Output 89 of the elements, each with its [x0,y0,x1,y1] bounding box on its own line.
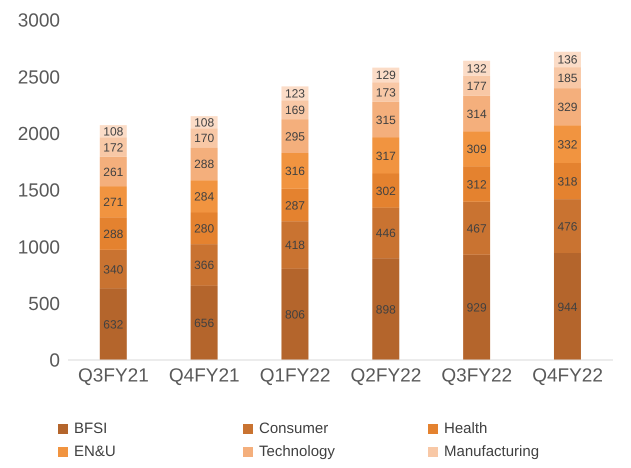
x-tick-label: Q3FY21 [78,365,149,386]
legend-label: EN&U [74,443,116,460]
data-label: 284 [194,190,214,204]
bar [100,288,127,360]
x-tick-label: Q3FY22 [441,365,512,386]
data-label: 317 [376,148,396,163]
data-label: 476 [557,219,578,234]
bar [463,202,490,255]
data-label: 123 [284,86,306,101]
data-label: 170 [194,131,214,146]
bar [281,268,308,360]
bar [463,166,490,202]
y-tick-label: 500 [28,294,60,316]
legend-label: Technology [259,443,335,460]
bar [372,208,400,258]
data-label: 129 [376,68,396,82]
data-label: 312 [466,177,487,192]
bar [554,88,581,126]
data-label: 287 [284,198,306,212]
data-label: 318 [557,174,578,188]
bar [372,173,400,208]
data-label: 108 [103,124,124,139]
data-label: 332 [557,137,578,152]
bar [190,244,218,286]
y-tick-label: 0 [49,350,60,372]
data-label: 656 [194,316,214,330]
data-label: 288 [103,226,124,241]
data-label: 177 [466,79,487,94]
bar [554,163,581,200]
data-label: 185 [557,70,578,85]
data-label: 309 [466,142,487,156]
bar [372,138,400,174]
data-label: 898 [376,302,396,316]
data-label: 136 [557,52,578,67]
data-label: 302 [376,184,396,198]
bar [190,148,218,180]
data-label: 173 [376,85,396,100]
data-label: 295 [284,129,306,144]
bar [190,286,218,360]
bar [100,186,127,218]
bar [100,156,127,186]
y-tick-label: 2500 [18,67,60,88]
bar [100,250,127,288]
data-label: 944 [557,300,578,314]
x-tick-label: Q4FY22 [532,365,603,386]
bar [554,199,581,254]
bar [372,258,400,360]
bar [281,152,308,189]
y-tick-label: 1500 [18,180,60,202]
bar [463,131,490,166]
data-label: 418 [284,238,306,252]
data-label: 315 [376,112,396,127]
data-label: 172 [103,140,124,154]
bar [372,102,400,138]
bar [281,221,308,269]
data-label: 316 [284,164,306,178]
y-tick-label: 1000 [18,237,60,258]
data-label: 261 [103,164,124,179]
y-tick-label: 3000 [18,10,60,32]
data-label: 108 [194,115,214,130]
data-label: 314 [466,106,487,121]
bar [100,217,127,250]
bar [463,96,490,132]
data-label: 366 [194,258,214,272]
x-tick-label: Q2FY22 [350,365,422,386]
data-label: 467 [466,222,487,236]
bar [281,120,308,153]
data-label: 288 [194,157,214,172]
bar [554,253,581,360]
data-label: 329 [557,100,578,114]
data-label: 446 [376,226,396,240]
data-label: 132 [466,62,487,76]
bar [281,188,308,222]
data-label: 340 [103,262,124,276]
data-label: 271 [103,195,124,210]
x-tick-label: Q1FY22 [260,365,330,386]
legend-label: Manufacturing [444,443,540,460]
data-label: 280 [194,222,214,236]
legend-label: Health [444,420,488,437]
legend-label: BFSI [74,420,108,437]
data-label: 929 [466,300,487,315]
bar [463,254,490,360]
bar [554,125,581,164]
data-label: 806 [284,308,306,322]
x-tick-label: Q4FY21 [168,365,240,386]
data-label: 632 [103,317,124,332]
y-tick-label: 2000 [18,124,60,146]
data-label: 169 [284,103,306,118]
legend-label: Consumer [259,420,328,437]
